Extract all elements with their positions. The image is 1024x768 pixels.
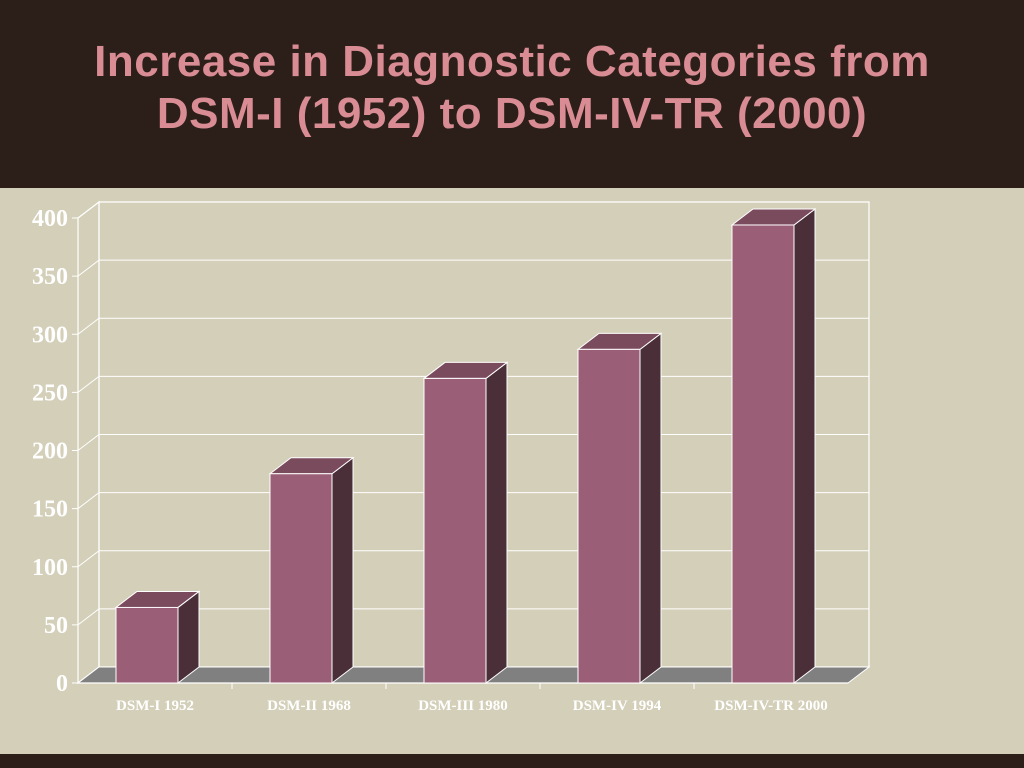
y-tick-label: 250 [32, 380, 68, 406]
y-tick-label: 300 [32, 322, 68, 348]
y-tick-label: 100 [32, 555, 68, 581]
y-tick-label: 150 [32, 497, 68, 523]
x-tick-label: DSM-III 1980 [418, 698, 508, 714]
bar [268, 456, 355, 685]
title-line-1: Increase in Diagnostic Categories from [94, 37, 930, 86]
y-tick-label: 400 [32, 206, 68, 232]
y-tick-label: 0 [56, 671, 68, 697]
slide-title: Increase in Diagnostic Categories from D… [0, 36, 1024, 140]
bar [422, 361, 509, 685]
title-banner: Increase in Diagnostic Categories from D… [0, 0, 1024, 188]
bar [576, 332, 663, 685]
gridline [77, 201, 869, 219]
y-tick-label: 200 [32, 439, 68, 465]
bar [114, 590, 201, 685]
bar-front [269, 473, 333, 684]
y-tick-label: 350 [32, 264, 68, 290]
bar-side [485, 361, 508, 685]
y-tick-label: 50 [44, 613, 68, 639]
bar [730, 207, 817, 685]
title-line-2: DSM-I (1952) to DSM-IV-TR (2000) [156, 89, 868, 138]
bar-side [639, 332, 662, 685]
x-tick-label: DSM-I 1952 [116, 698, 194, 714]
footer-bar [0, 754, 1024, 768]
x-tick-label: DSM-IV-TR 2000 [714, 698, 827, 714]
bar-front [577, 348, 641, 684]
x-axis: DSM-I 1952 DSM-II 1968 DSM-III 1980 DSM-IV … [116, 683, 828, 714]
bars [114, 207, 817, 685]
bar-front [115, 606, 179, 684]
x-tick-label: DSM-II 1968 [267, 698, 351, 714]
gridline [77, 259, 869, 277]
y-axis: 0 50 100 150 200 250 300 350 400 [32, 206, 78, 697]
bar-front [423, 377, 487, 684]
x-tick-label: DSM-IV 1994 [573, 698, 662, 714]
bar-side [331, 456, 354, 685]
gridline [77, 317, 869, 335]
bar-side [793, 207, 816, 685]
bar-front [731, 224, 795, 684]
